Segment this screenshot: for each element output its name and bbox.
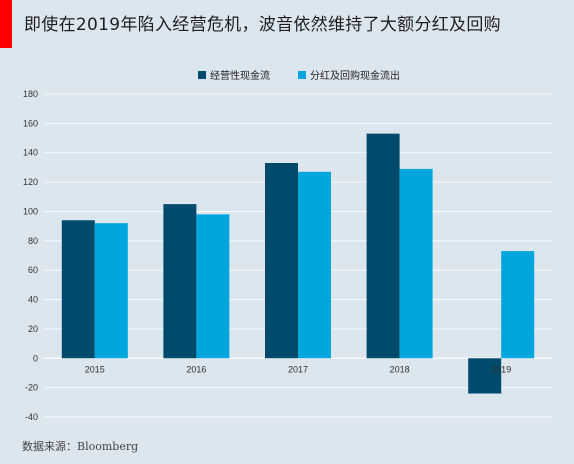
y-tick-label: 80 xyxy=(28,236,38,246)
legend-swatch xyxy=(298,71,306,79)
legend-label: 经营性现金流 xyxy=(210,69,270,82)
y-tick-label: 120 xyxy=(23,177,38,187)
dividend-buyback-bar-2017 xyxy=(298,171,331,359)
chart-title: 即使在2019年陷入经营危机，波音依然维持了大额分红及回购 xyxy=(24,15,501,35)
y-tick-label: 160 xyxy=(23,118,38,128)
dividend-buyback-bar-2019 xyxy=(501,251,535,359)
legend-label: 分红及回购现金流出 xyxy=(310,69,400,82)
y-tick-label: 40 xyxy=(28,295,38,305)
y-tick-label: -20 xyxy=(25,383,38,393)
x-tick-label: 2016 xyxy=(186,364,206,374)
dividend-buyback-bar-2016 xyxy=(196,214,230,359)
y-tick-label: 140 xyxy=(23,148,38,158)
dividend-buyback-bar-2018 xyxy=(399,168,433,359)
source-note: 数据来源：Bloomberg xyxy=(22,440,139,453)
x-tick-label: 2017 xyxy=(288,364,308,374)
legend-swatch xyxy=(198,71,206,79)
y-axis-tick-labels: 180 160 140 120 100 80 60 40 20 0 -20 -40 xyxy=(23,89,38,422)
operating-cashflow-bar-2017 xyxy=(265,163,298,359)
y-tick-label: 20 xyxy=(28,324,38,334)
bars xyxy=(61,133,535,394)
y-tick-label: 100 xyxy=(23,206,38,216)
title-accent-bar xyxy=(0,0,12,48)
operating-cashflow-bar-2019 xyxy=(468,358,502,394)
operating-cashflow-bar-2015 xyxy=(61,220,95,359)
dividend-buyback-bar-2015 xyxy=(94,223,128,359)
y-tick-label: -40 xyxy=(25,412,38,422)
y-tick-label: 60 xyxy=(28,265,38,275)
x-axis-tick-labels: 2015 2016 2017 2018 2019 xyxy=(85,364,511,374)
x-tick-label: 2018 xyxy=(390,364,410,374)
operating-cashflow-bar-2018 xyxy=(366,133,400,359)
x-tick-label: 2019 xyxy=(491,364,511,374)
legend: 经营性现金流 分红及回购现金流出 xyxy=(198,69,400,82)
x-tick-label: 2015 xyxy=(85,364,105,374)
operating-cashflow-bar-2016 xyxy=(163,204,197,359)
y-tick-label: 0 xyxy=(33,353,38,363)
y-tick-label: 180 xyxy=(23,89,38,99)
